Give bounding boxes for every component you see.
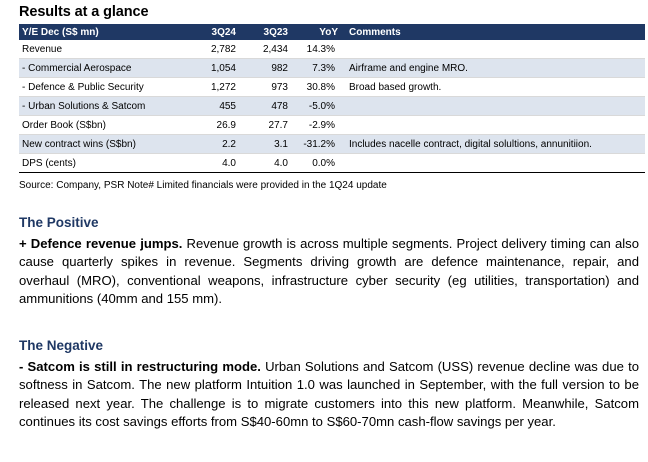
table-row: - Defence & Public Security 1,272 973 30… (19, 77, 645, 97)
cell-yoy: 30.8% (291, 77, 341, 97)
cell-3q23: 3.1 (239, 134, 291, 154)
table-row: - Urban Solutions & Satcom 455 478 -5.0% (19, 96, 645, 116)
cell-3q24: 1,272 (187, 77, 239, 97)
positive-body: Revenue growth is across multiple segmen… (19, 236, 639, 307)
row-label: Revenue (19, 40, 187, 59)
cell-3q23: 4.0 (239, 153, 291, 173)
positive-paragraph: + Defence revenue jumps. Revenue growth … (19, 235, 639, 309)
negative-paragraph: - Satcom is still in restructuring mode.… (19, 358, 639, 432)
table-row: DPS (cents) 4.0 4.0 0.0% (19, 153, 645, 173)
cell-yoy: 14.3% (291, 40, 341, 59)
header-yoy: YoY (291, 24, 341, 40)
cell-comment: Broad based growth. (341, 77, 645, 97)
cell-yoy: 7.3% (291, 58, 341, 78)
table-row: Order Book (S$bn) 26.9 27.7 -2.9% (19, 115, 645, 135)
cell-3q24: 26.9 (187, 115, 239, 135)
table-header-row: Y/E Dec (S$ mn) 3Q24 3Q23 YoY Comments (19, 24, 645, 40)
cell-3q24: 4.0 (187, 153, 239, 173)
negative-lead: - Satcom is still in restructuring mode. (19, 359, 261, 374)
cell-3q24: 1,054 (187, 58, 239, 78)
source-note: Source: Company, PSR Note# Limited finan… (19, 180, 387, 191)
header-3q23: 3Q23 (239, 24, 291, 40)
negative-heading: The Negative (19, 338, 104, 353)
cell-yoy: 0.0% (291, 153, 341, 173)
row-label: Order Book (S$bn) (19, 115, 187, 135)
header-3q24: 3Q24 (187, 24, 239, 40)
table-row: Revenue 2,782 2,434 14.3% (19, 40, 645, 59)
positive-heading: The Positive (19, 215, 99, 230)
header-comments: Comments (341, 24, 645, 40)
negative-body: Urban Solutions and Satcom (USS) revenue… (19, 359, 639, 430)
cell-yoy: -2.9% (291, 115, 341, 135)
cell-comment (341, 153, 645, 173)
table-row: New contract wins (S$bn) 2.2 3.1 -31.2% … (19, 134, 645, 154)
cell-comment (341, 96, 645, 116)
cell-3q23: 2,434 (239, 40, 291, 59)
cell-comment: Includes nacelle contract, digital solul… (341, 134, 645, 154)
cell-comment (341, 40, 645, 59)
cell-3q23: 27.7 (239, 115, 291, 135)
table-row: - Commercial Aerospace 1,054 982 7.3% Ai… (19, 58, 645, 78)
row-label: - Defence & Public Security (19, 77, 187, 97)
cell-3q24: 2,782 (187, 40, 239, 59)
section-title: Results at a glance (19, 4, 149, 20)
header-period: Y/E Dec (S$ mn) (19, 24, 187, 40)
cell-comment (341, 115, 645, 135)
cell-yoy: -5.0% (291, 96, 341, 116)
cell-yoy: -31.2% (291, 134, 341, 154)
row-label: DPS (cents) (19, 153, 187, 173)
cell-3q23: 973 (239, 77, 291, 97)
cell-3q24: 2.2 (187, 134, 239, 154)
row-label: New contract wins (S$bn) (19, 134, 187, 154)
cell-3q23: 478 (239, 96, 291, 116)
cell-3q23: 982 (239, 58, 291, 78)
cell-comment: Airframe and engine MRO. (341, 58, 645, 78)
results-table: Y/E Dec (S$ mn) 3Q24 3Q23 YoY Comments R… (19, 24, 645, 173)
row-label: - Commercial Aerospace (19, 58, 187, 78)
positive-lead: + Defence revenue jumps. (19, 236, 183, 251)
cell-3q24: 455 (187, 96, 239, 116)
row-label: - Urban Solutions & Satcom (19, 96, 187, 116)
